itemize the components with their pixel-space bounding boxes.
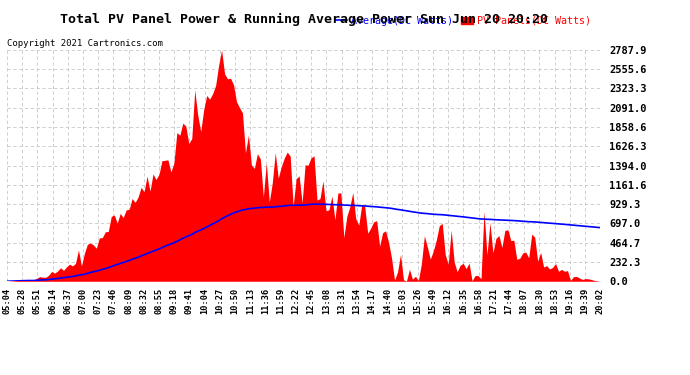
Text: Copyright 2021 Cartronics.com: Copyright 2021 Cartronics.com [7, 39, 163, 48]
Text: Total PV Panel Power & Running Average Power Sun Jun 20 20:20: Total PV Panel Power & Running Average P… [59, 13, 548, 26]
Legend: Average(DC Watts), PV Panels(DC Watts): Average(DC Watts), PV Panels(DC Watts) [331, 12, 595, 30]
